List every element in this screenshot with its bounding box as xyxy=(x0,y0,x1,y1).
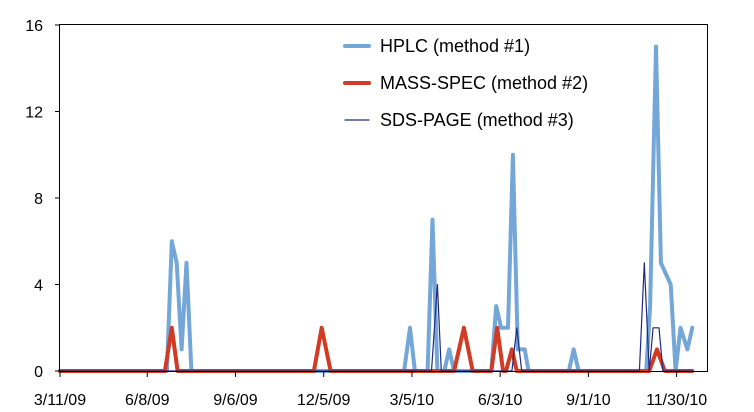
y-tick-label: 4 xyxy=(34,278,43,295)
x-tick-label: 9/1/10 xyxy=(566,392,611,409)
y-tick-label: 16 xyxy=(25,18,43,35)
legend-label: HPLC (method #1) xyxy=(380,36,530,56)
x-tick-label: 3/5/10 xyxy=(390,392,435,409)
x-tick-label: 9/6/09 xyxy=(213,392,258,409)
x-tick-label: 6/3/10 xyxy=(478,392,523,409)
y-tick-label: 0 xyxy=(34,364,43,381)
y-tick-label: 12 xyxy=(25,105,43,122)
legend: HPLC (method #1) MASS-SPEC (method #2) SDS… xyxy=(343,36,588,130)
x-tick-label: 3/11/09 xyxy=(34,392,86,409)
x-ticks: 3/11/09 6/8/09 9/6/09 12/5/09 3/5/10 6/3/10 9/… xyxy=(34,371,707,409)
y-tick-label: 8 xyxy=(34,191,43,208)
legend-label: MASS-SPEC (method #2) xyxy=(380,73,588,93)
x-tick-label: 11/30/10 xyxy=(646,392,707,409)
y-ticks: 0 4 8 12 16 xyxy=(25,18,60,381)
x-tick-label: 12/5/09 xyxy=(297,392,350,409)
series-line-1 xyxy=(58,44,695,373)
legend-label: SDS-PAGE (method #3) xyxy=(380,110,574,130)
x-tick-label: 6/8/09 xyxy=(125,392,170,409)
